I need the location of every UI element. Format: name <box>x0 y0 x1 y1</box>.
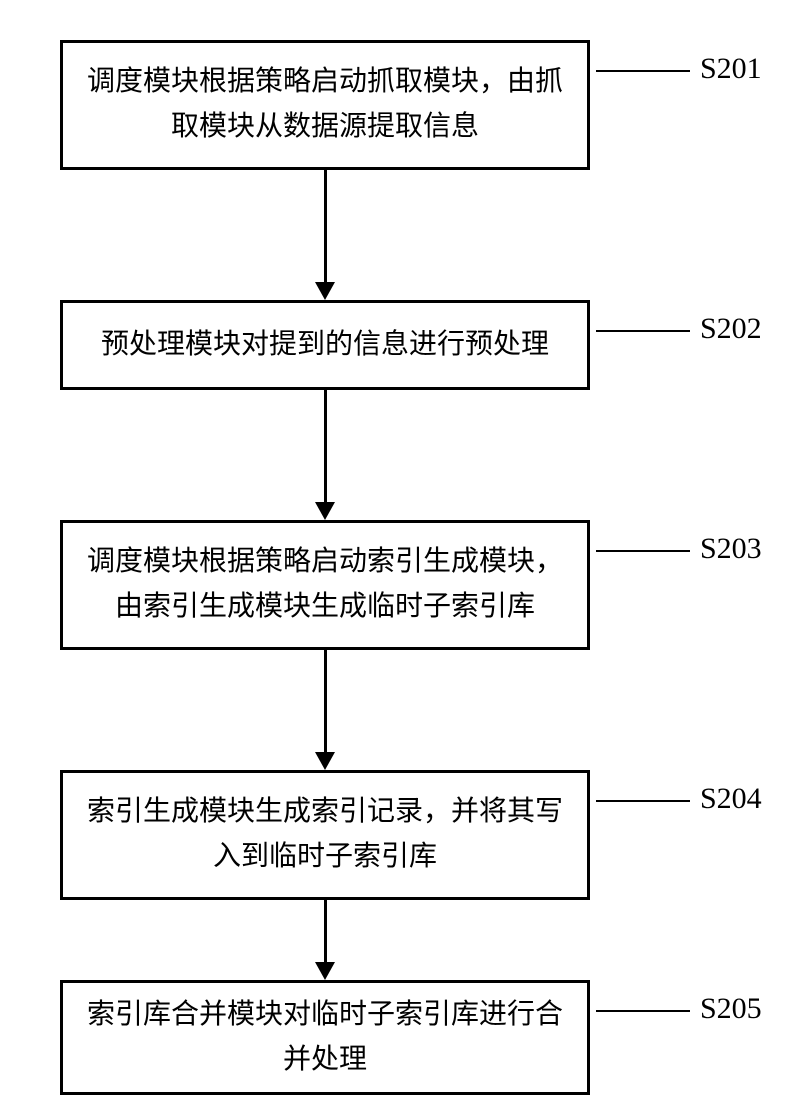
step-label-S203: S203 <box>700 532 762 566</box>
step-label-S204: S204 <box>700 782 762 816</box>
arrow-head-icon <box>315 752 335 770</box>
connector-line <box>324 900 327 964</box>
step-label-S205: S205 <box>700 992 762 1026</box>
leader-line <box>596 550 690 552</box>
connector-line <box>324 650 327 754</box>
flow-step-text: 调度模块根据策略启动索引生成模块，由索引生成模块生成临时子索引库 <box>87 540 563 630</box>
flow-step-S202: 预处理模块对提到的信息进行预处理 <box>60 300 590 390</box>
arrow-head-icon <box>315 962 335 980</box>
leader-line <box>596 330 690 332</box>
arrow-head-icon <box>315 502 335 520</box>
flow-step-S205: 索引库合并模块对临时子索引库进行合并处理 <box>60 980 590 1095</box>
flow-step-S204: 索引生成模块生成索引记录，并将其写入到临时子索引库 <box>60 770 590 900</box>
flow-step-S203: 调度模块根据策略启动索引生成模块，由索引生成模块生成临时子索引库 <box>60 520 590 650</box>
leader-line <box>596 1010 690 1012</box>
flow-step-S201: 调度模块根据策略启动抓取模块，由抓取模块从数据源提取信息 <box>60 40 590 170</box>
leader-line <box>596 70 690 72</box>
flow-step-text: 预处理模块对提到的信息进行预处理 <box>101 323 549 368</box>
flow-step-text: 调度模块根据策略启动抓取模块，由抓取模块从数据源提取信息 <box>87 60 563 150</box>
step-label-S202: S202 <box>700 312 762 346</box>
connector-line <box>324 390 327 504</box>
step-label-S201: S201 <box>700 52 762 86</box>
arrow-head-icon <box>315 282 335 300</box>
flow-step-text: 索引库合并模块对临时子索引库进行合并处理 <box>87 993 563 1083</box>
leader-line <box>596 800 690 802</box>
flow-step-text: 索引生成模块生成索引记录，并将其写入到临时子索引库 <box>87 790 563 880</box>
connector-line <box>324 170 327 284</box>
